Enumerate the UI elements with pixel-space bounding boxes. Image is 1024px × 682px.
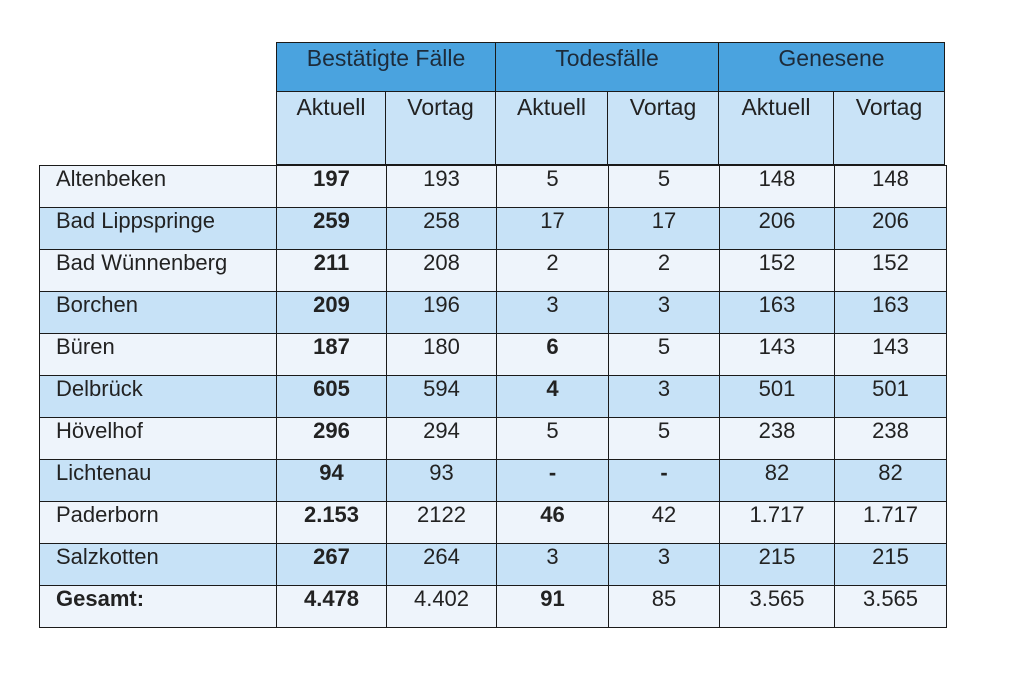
table-body: Altenbeken 197 193 5 5 148 148 Bad Lippspringe 2… — [39, 165, 947, 628]
confirmed-current-cell: 296 — [276, 417, 387, 460]
confirmed-previous-cell: 193 — [386, 165, 497, 208]
confirmed-current-cell: 94 — [276, 459, 387, 502]
table-row: Büren 187 180 6 5 143 143 — [39, 333, 947, 376]
deaths-previous-cell: 2 — [608, 249, 720, 292]
header-group-recovered: Genesene — [718, 42, 945, 92]
recovered-previous-cell: 152 — [834, 249, 947, 292]
confirmed-previous-cell: 180 — [386, 333, 497, 376]
deaths-current-cell: 5 — [496, 165, 609, 208]
deaths-current-cell: 3 — [496, 543, 609, 586]
confirmed-previous-cell: 196 — [386, 291, 497, 334]
recovered-current-cell: 1.717 — [719, 501, 835, 544]
confirmed-previous-cell: 2122 — [386, 501, 497, 544]
deaths-current-cell: 91 — [496, 585, 609, 628]
header-group-confirmed: Bestätigte Fälle — [276, 42, 496, 92]
confirmed-previous-cell: 264 — [386, 543, 497, 586]
total-row: Gesamt: 4.478 4.402 91 85 3.565 3.565 — [39, 585, 947, 628]
deaths-previous-cell: 3 — [608, 543, 720, 586]
deaths-previous-cell: - — [608, 459, 720, 502]
deaths-previous-cell: 3 — [608, 291, 720, 334]
confirmed-previous-cell: 93 — [386, 459, 497, 502]
recovered-current-cell: 206 — [719, 207, 835, 250]
confirmed-previous-cell: 208 — [386, 249, 497, 292]
recovered-previous-cell: 1.717 — [834, 501, 947, 544]
municipality-name: Hövelhof — [39, 417, 277, 460]
deaths-previous-cell: 17 — [608, 207, 720, 250]
table-row: Lichtenau 94 93- -82 82 — [39, 459, 947, 502]
municipality-name: Gesamt: — [39, 585, 277, 628]
deaths-current-cell: 3 — [496, 291, 609, 334]
deaths-current-cell: 4 — [496, 375, 609, 418]
deaths-current-cell: 46 — [496, 501, 609, 544]
municipality-name: Paderborn — [39, 501, 277, 544]
table-row: Paderborn 2.153 2122 46 42 1.717 1.717 — [39, 501, 947, 544]
subheader-confirmed-current: Aktuell — [276, 92, 386, 165]
subheader-confirmed-previous: Vortag — [385, 92, 496, 165]
municipality-name: Lichtenau — [39, 459, 277, 502]
table-row: Borchen 209 196 3 3 163 163 — [39, 291, 947, 334]
deaths-previous-cell: 5 — [608, 333, 720, 376]
deaths-current-cell: 2 — [496, 249, 609, 292]
recovered-previous-cell: 148 — [834, 165, 947, 208]
recovered-current-cell: 163 — [719, 291, 835, 334]
subheader-recovered-current: Aktuell — [718, 92, 834, 165]
confirmed-current-cell: 211 — [276, 249, 387, 292]
confirmed-current-cell: 267 — [276, 543, 387, 586]
subheader-deaths-previous: Vortag — [607, 92, 719, 165]
deaths-previous-cell: 85 — [608, 585, 720, 628]
recovered-current-cell: 501 — [719, 375, 835, 418]
recovered-previous-cell: 143 — [834, 333, 947, 376]
confirmed-current-cell: 197 — [276, 165, 387, 208]
table-row: Delbrück 605 594 4 3 501 501 — [39, 375, 947, 418]
deaths-current-cell: 5 — [496, 417, 609, 460]
confirmed-current-cell: 259 — [276, 207, 387, 250]
confirmed-current-cell: 209 — [276, 291, 387, 334]
confirmed-current-cell: 4.478 — [276, 585, 387, 628]
cases-table: Altenbeken 197 193 5 5 148 148 Bad Lippspringe 2… — [39, 165, 947, 628]
table-row: Salzkotten 267 264 3 3 215 215 — [39, 543, 947, 586]
deaths-previous-cell: 5 — [608, 165, 720, 208]
deaths-current-cell: - — [496, 459, 609, 502]
municipality-name: Bad Lippspringe — [39, 207, 277, 250]
municipality-name: Borchen — [39, 291, 277, 334]
municipality-name: Salzkotten — [39, 543, 277, 586]
confirmed-current-cell: 605 — [276, 375, 387, 418]
confirmed-previous-cell: 258 — [386, 207, 497, 250]
table-row: Altenbeken 197 193 5 5 148 148 — [39, 165, 947, 208]
table-row: Hövelhof 296 294 5 5 238 238 — [39, 417, 947, 460]
recovered-previous-cell: 163 — [834, 291, 947, 334]
municipality-name: Bad Wünnenberg — [39, 249, 277, 292]
municipality-name: Delbrück — [39, 375, 277, 418]
confirmed-current-cell: 187 — [276, 333, 387, 376]
table-row: Bad Lippspringe 259 258 17 17 206 206 — [39, 207, 947, 250]
deaths-previous-cell: 3 — [608, 375, 720, 418]
recovered-previous-cell: 501 — [834, 375, 947, 418]
recovered-current-cell: 152 — [719, 249, 835, 292]
deaths-previous-cell: 5 — [608, 417, 720, 460]
recovered-current-cell: 238 — [719, 417, 835, 460]
recovered-current-cell: 3.565 — [719, 585, 835, 628]
confirmed-previous-cell: 294 — [386, 417, 497, 460]
municipality-name: Büren — [39, 333, 277, 376]
recovered-previous-cell: 82 — [834, 459, 947, 502]
recovered-previous-cell: 215 — [834, 543, 947, 586]
table-row: Bad Wünnenberg 211 208 2 2 152 152 — [39, 249, 947, 292]
deaths-previous-cell: 42 — [608, 501, 720, 544]
deaths-current-cell: 6 — [496, 333, 609, 376]
confirmed-previous-cell: 4.402 — [386, 585, 497, 628]
deaths-current-cell: 17 — [496, 207, 609, 250]
confirmed-previous-cell: 594 — [386, 375, 497, 418]
recovered-current-cell: 143 — [719, 333, 835, 376]
municipality-name: Altenbeken — [39, 165, 277, 208]
recovered-previous-cell: 3.565 — [834, 585, 947, 628]
recovered-current-cell: 215 — [719, 543, 835, 586]
subheader-deaths-current: Aktuell — [495, 92, 608, 165]
confirmed-current-cell: 2.153 — [276, 501, 387, 544]
recovered-previous-cell: 206 — [834, 207, 947, 250]
recovered-current-cell: 148 — [719, 165, 835, 208]
recovered-current-cell: 82 — [719, 459, 835, 502]
recovered-previous-cell: 238 — [834, 417, 947, 460]
subheader-recovered-previous: Vortag — [833, 92, 945, 165]
header-group-deaths: Todesfälle — [495, 42, 719, 92]
